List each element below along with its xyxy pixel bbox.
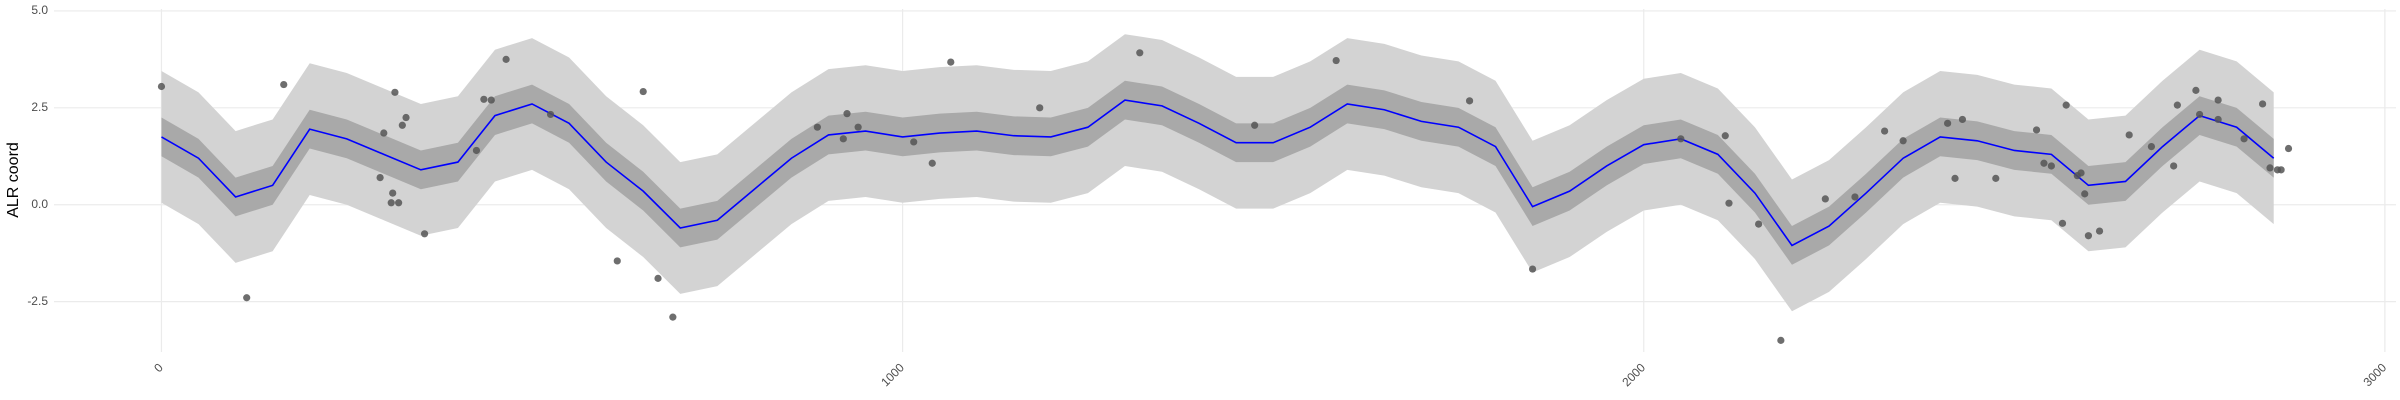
y-axis-title: ALR coord [5, 142, 22, 218]
data-point [910, 138, 918, 146]
x-tick-label: 1000 [878, 360, 907, 389]
data-point [2214, 115, 2222, 124]
data-point [2214, 96, 2222, 104]
data-point [813, 123, 821, 131]
x-tick-label: 0 [151, 360, 166, 375]
credible-band [161, 80, 2274, 265]
data-point [2277, 166, 2285, 174]
data-point [2081, 190, 2089, 198]
data-point [157, 82, 166, 91]
data-point [639, 87, 647, 96]
data-point [280, 80, 288, 89]
data-point [2062, 101, 2070, 109]
data-point [2284, 144, 2293, 153]
data-point [2170, 162, 2178, 170]
data-point [2240, 135, 2248, 143]
data-point [389, 189, 397, 197]
data-point [843, 110, 851, 118]
data-point [1528, 265, 1537, 273]
data-point [387, 199, 395, 207]
x-tick-label: 3000 [2360, 360, 2389, 389]
data-point [1332, 56, 1340, 65]
data-point [2084, 232, 2093, 240]
data-point [2032, 126, 2041, 134]
data-point [1821, 195, 1829, 203]
data-point [2058, 219, 2067, 227]
data-point [243, 294, 251, 302]
mean-line [161, 99, 2275, 247]
data-point [1721, 132, 1729, 140]
data-point [1036, 104, 1044, 112]
data-point [928, 159, 936, 167]
data-point [854, 123, 862, 131]
data-point [2095, 227, 2104, 235]
data-point [380, 129, 388, 137]
data-point [546, 110, 555, 119]
data-point [391, 88, 399, 96]
y-tick-label: 2.5 [31, 100, 48, 114]
y-tick-label: 0.0 [31, 197, 48, 211]
data-point [1951, 174, 1959, 182]
data-point [1725, 199, 1733, 207]
data-point [2173, 101, 2181, 109]
data-point [2258, 100, 2267, 108]
data-point [402, 113, 410, 122]
data-point [1136, 49, 1144, 57]
data-point [1677, 135, 1685, 143]
data-point [654, 274, 662, 282]
data-point [613, 257, 621, 265]
data-point [376, 173, 384, 182]
data-point [2077, 169, 2085, 177]
data-point [2047, 162, 2055, 170]
x-tick-label: 2000 [1619, 360, 1648, 389]
credible-band [161, 34, 2274, 312]
data-point [1944, 119, 1952, 127]
data-point [1251, 121, 1259, 129]
data-point [2192, 86, 2200, 94]
data-point [398, 121, 406, 129]
data-point [1899, 137, 1907, 145]
data-point [2195, 110, 2204, 119]
data-point [669, 313, 677, 321]
data-point [487, 96, 495, 104]
data-point [1755, 220, 1763, 228]
data-point [2125, 131, 2133, 139]
data-point [502, 55, 510, 63]
y-tick-label: -2.5 [27, 294, 48, 308]
data-point [420, 230, 429, 238]
data-point [472, 146, 481, 155]
data-point [947, 58, 955, 66]
data-point [2040, 159, 2048, 167]
data-point [1992, 174, 2000, 182]
data-point [839, 135, 847, 143]
y-tick-label: 5.0 [31, 3, 48, 17]
data-point [1881, 127, 1889, 135]
data-point [2266, 164, 2274, 172]
data-point [1851, 193, 1859, 201]
data-point [2147, 142, 2156, 151]
data-point [480, 95, 488, 103]
data-point [395, 199, 403, 207]
data-point [1777, 336, 1785, 344]
data-point [1958, 115, 1967, 124]
data-point [1465, 97, 1474, 105]
